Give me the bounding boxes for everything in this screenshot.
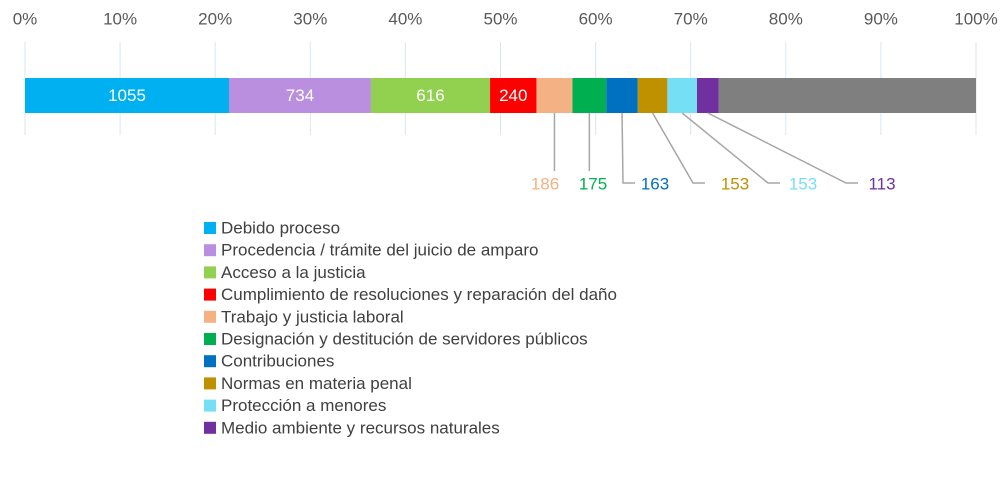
x-tick-label: 80% xyxy=(769,9,803,28)
legend-swatch xyxy=(204,310,216,323)
legend-swatch xyxy=(204,222,216,234)
leader-line xyxy=(651,112,705,184)
data-label: 240 xyxy=(499,86,527,105)
leader-line xyxy=(707,112,858,184)
legend-label: Cumplimiento de resoluciones y reparació… xyxy=(221,285,617,304)
legend-label: Normas en materia penal xyxy=(221,374,412,393)
x-tick-label: 20% xyxy=(198,9,232,28)
legend-swatch xyxy=(204,244,216,257)
x-tick-label: 70% xyxy=(674,9,708,28)
data-label: 153 xyxy=(721,174,749,193)
bar-segment xyxy=(637,78,668,113)
bar-segment xyxy=(25,78,230,113)
data-label: 163 xyxy=(641,174,669,193)
data-label: 616 xyxy=(416,86,444,105)
legend-swatch xyxy=(204,377,216,390)
legend-label: Trabajo y justicia laboral xyxy=(221,307,404,326)
x-tick-label: 50% xyxy=(483,9,517,28)
x-tick-label: 0% xyxy=(13,9,38,28)
legend-label: Protección a menores xyxy=(221,396,386,415)
legend-label: Procedencia / trámite del juicio de ampa… xyxy=(221,241,539,260)
data-label: 186 xyxy=(531,174,559,193)
legend-label: Debido proceso xyxy=(221,218,340,237)
bar-segment xyxy=(490,78,537,113)
bar-segment xyxy=(606,78,638,113)
x-tick-label: 100% xyxy=(954,9,997,28)
legend-label: Medio ambiente y recursos naturales xyxy=(221,418,500,437)
data-label: 734 xyxy=(286,86,314,105)
legend-swatch xyxy=(204,399,216,412)
leader-line xyxy=(621,112,635,184)
legend-swatch xyxy=(204,355,216,368)
legend-swatch xyxy=(204,421,216,434)
x-tick-label: 60% xyxy=(579,9,613,28)
legend-swatch xyxy=(204,333,216,345)
bar-segment xyxy=(718,78,976,113)
legend-label: Contribuciones xyxy=(221,352,334,371)
bar-segment xyxy=(696,78,719,113)
bar-segment xyxy=(536,78,573,113)
bar-segment xyxy=(572,78,607,113)
legend-swatch xyxy=(204,288,216,301)
bar-segment xyxy=(370,78,491,113)
data-label: 153 xyxy=(789,174,817,193)
legend-swatch xyxy=(204,266,216,279)
legend-label: Designación y destitución de servidores … xyxy=(221,329,588,348)
bar-segment xyxy=(667,78,697,113)
x-tick-label: 30% xyxy=(293,9,327,28)
data-label: 113 xyxy=(868,174,895,193)
x-tick-label: 10% xyxy=(103,9,137,28)
leader-line xyxy=(681,112,780,184)
x-tick-label: 40% xyxy=(388,9,422,28)
data-label: 175 xyxy=(579,174,607,193)
bar-segment xyxy=(229,78,371,113)
x-tick-label: 90% xyxy=(864,9,898,28)
legend-label: Acceso a la justicia xyxy=(221,263,366,282)
data-label: 1055 xyxy=(108,86,146,105)
